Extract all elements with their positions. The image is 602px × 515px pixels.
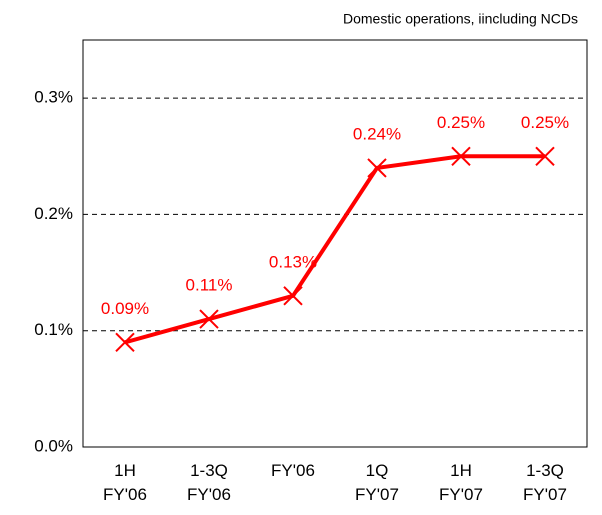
chart-subtitle: Domestic operations, iincluding NCDs bbox=[343, 11, 578, 27]
marker bbox=[535, 146, 555, 166]
marker bbox=[199, 309, 219, 329]
data-label: 0.13% bbox=[269, 252, 317, 271]
line bbox=[124, 154, 545, 345]
marker bbox=[283, 286, 303, 306]
x-tick-label: FY'06 bbox=[271, 461, 315, 480]
marker bbox=[115, 332, 135, 353]
data-label: 0.25% bbox=[521, 113, 569, 132]
x-tick-label: 1H FY'07 bbox=[439, 461, 483, 504]
y-tick-label: 0.2% bbox=[34, 204, 73, 223]
data-label: 0.11% bbox=[186, 276, 233, 295]
x-tick-label: 1H FY'06 bbox=[103, 461, 147, 504]
plot-border bbox=[82, 39, 588, 448]
data-label: 0.09% bbox=[101, 299, 149, 318]
data-label: 0.24% bbox=[353, 124, 401, 143]
x-tick-label: 1-3Q FY'06 bbox=[187, 461, 231, 504]
y-tick-label: 0.1% bbox=[34, 320, 73, 339]
data-label: 0.25% bbox=[437, 113, 485, 132]
x-tick-label: 1-3Q FY'07 bbox=[523, 461, 567, 504]
marker bbox=[451, 146, 471, 166]
x-tick-label: 1Q FY'07 bbox=[355, 461, 399, 504]
marker bbox=[367, 158, 387, 178]
y-tick-label: 0.0% bbox=[34, 436, 73, 455]
y-tick-label: 0.3% bbox=[34, 88, 73, 107]
